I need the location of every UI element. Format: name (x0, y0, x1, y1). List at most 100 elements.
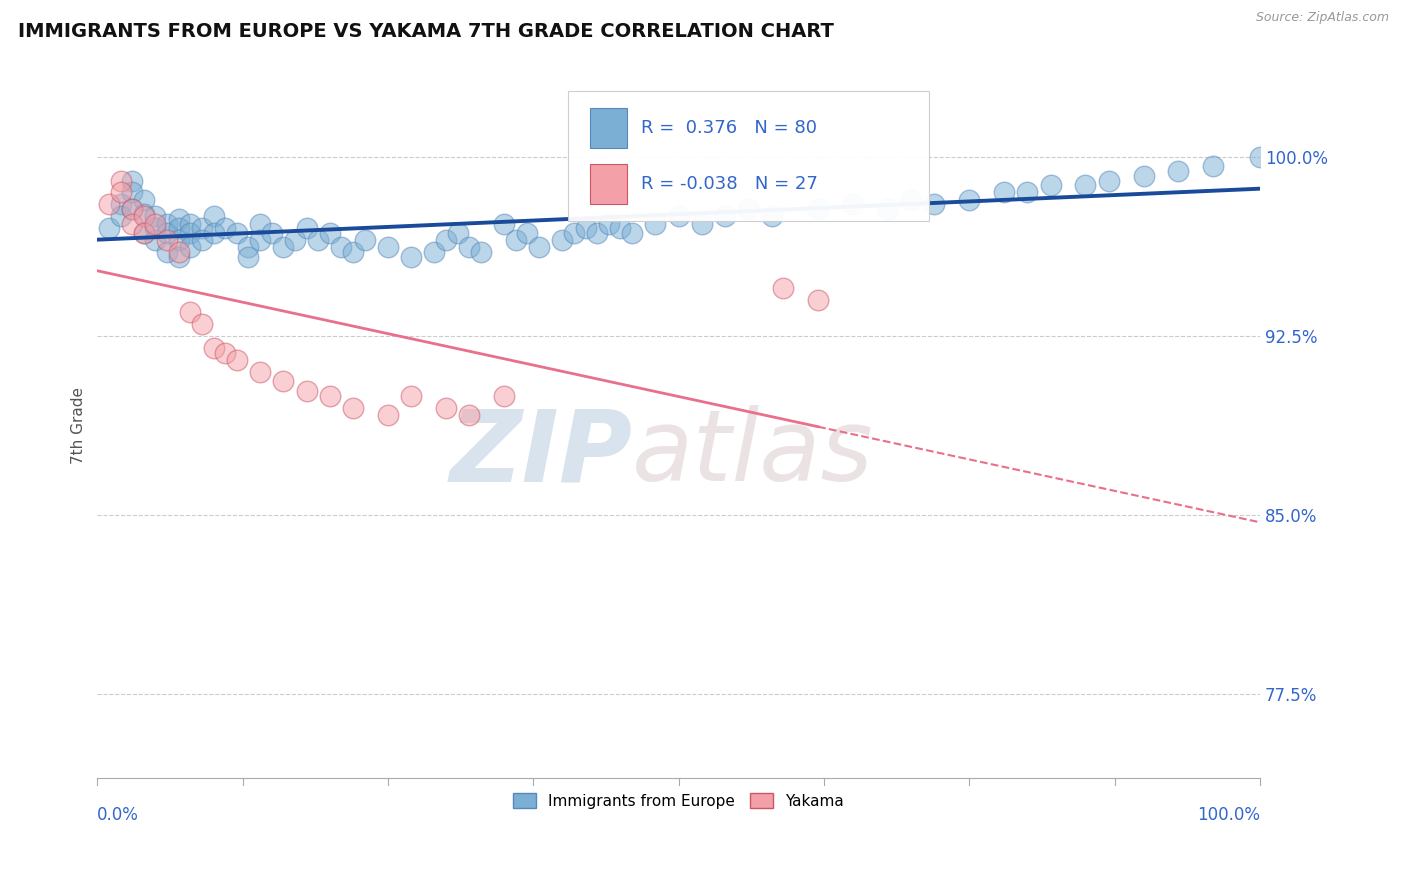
Point (260, 226, 283, 240)
Point (1132, 169, 1154, 183)
Point (458, 408, 481, 422)
Point (225, 352, 247, 367)
Point (121, 173, 143, 187)
Point (434, 233, 457, 247)
Point (121, 186, 143, 200)
Point (179, 305, 201, 319)
Text: ZIP: ZIP (449, 405, 633, 502)
Point (156, 217, 179, 231)
Legend: Immigrants from Europe, Yakama: Immigrants from Europe, Yakama (505, 785, 852, 816)
Point (668, 210, 690, 224)
Point (110, 197, 132, 211)
Point (1098, 173, 1121, 187)
Point (551, 233, 574, 247)
Point (516, 226, 538, 240)
Point (993, 186, 1015, 200)
Point (238, 240, 260, 254)
Text: 0.0%: 0.0% (97, 806, 139, 824)
Point (342, 245, 364, 260)
Point (121, 202, 143, 217)
Point (191, 221, 214, 235)
Point (167, 211, 190, 226)
Point (249, 365, 271, 379)
Point (377, 408, 399, 422)
Point (156, 226, 179, 240)
Point (319, 389, 342, 403)
Point (690, 217, 713, 231)
Point (505, 233, 527, 247)
Point (191, 233, 214, 247)
Point (924, 197, 946, 211)
Point (900, 193, 922, 207)
Point (399, 389, 422, 403)
Point (644, 217, 666, 231)
Point (319, 226, 342, 240)
Point (145, 217, 167, 231)
Point (714, 210, 737, 224)
Point (145, 210, 167, 224)
Point (1017, 186, 1039, 200)
Point (458, 240, 481, 254)
Point (214, 345, 236, 359)
Point (399, 250, 422, 264)
Point (167, 245, 190, 260)
Point (110, 173, 132, 187)
Point (132, 226, 155, 240)
Point (434, 401, 457, 415)
Point (957, 193, 980, 207)
Point (377, 240, 399, 254)
Point (202, 341, 225, 355)
Point (494, 389, 516, 403)
Point (132, 193, 155, 207)
Text: R = -0.038   N = 27: R = -0.038 N = 27 (641, 176, 818, 194)
Point (1074, 178, 1097, 193)
Text: R =  0.376   N = 80: R = 0.376 N = 80 (641, 119, 817, 137)
Point (191, 317, 214, 331)
Point (273, 374, 295, 388)
Point (562, 226, 585, 240)
Point (202, 210, 225, 224)
Point (273, 240, 295, 254)
Point (295, 384, 318, 398)
Point (179, 226, 201, 240)
Point (342, 401, 364, 415)
Point (132, 226, 155, 240)
Point (470, 245, 492, 260)
Point (249, 233, 271, 247)
Point (598, 217, 620, 231)
Point (225, 226, 247, 240)
Point (110, 186, 132, 200)
Point (179, 217, 201, 231)
Point (807, 293, 830, 307)
Point (167, 221, 190, 235)
Point (167, 233, 190, 247)
Point (145, 233, 167, 247)
Point (121, 217, 143, 231)
Point (98, 221, 121, 235)
Y-axis label: 7th Grade: 7th Grade (72, 387, 86, 464)
FancyBboxPatch shape (591, 108, 627, 148)
Text: 100.0%: 100.0% (1197, 806, 1260, 824)
Point (761, 210, 783, 224)
Point (179, 240, 201, 254)
Point (295, 221, 318, 235)
Point (98, 197, 121, 211)
Point (527, 240, 550, 254)
Point (1249, 150, 1271, 164)
Text: IMMIGRANTS FROM EUROPE VS YAKAMA 7TH GRADE CORRELATION CHART: IMMIGRANTS FROM EUROPE VS YAKAMA 7TH GRA… (18, 22, 834, 41)
Point (609, 221, 631, 235)
Point (447, 226, 470, 240)
Point (494, 217, 516, 231)
Point (167, 250, 190, 264)
Point (214, 221, 236, 235)
Point (1202, 159, 1225, 173)
Point (132, 207, 155, 221)
Point (737, 202, 759, 217)
Point (842, 197, 865, 211)
Text: atlas: atlas (633, 405, 873, 502)
Point (586, 226, 609, 240)
Point (202, 226, 225, 240)
FancyBboxPatch shape (568, 91, 928, 221)
Point (121, 202, 143, 217)
Point (621, 226, 644, 240)
